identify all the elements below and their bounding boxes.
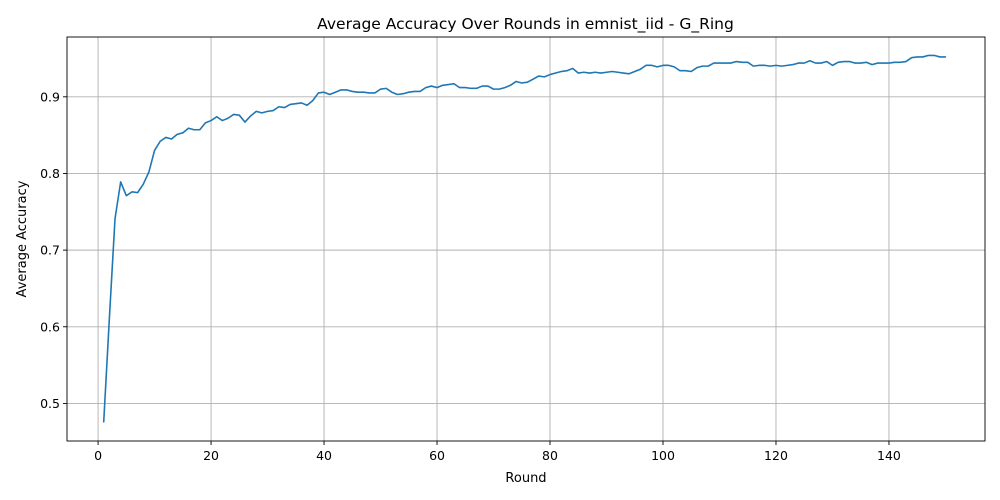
- y-tick-label: 0.7: [40, 243, 60, 258]
- y-tick-label: 0.8: [40, 166, 60, 181]
- x-tick-label: 20: [203, 448, 219, 463]
- x-axis-label: Round: [505, 471, 546, 486]
- x-axis-ticks: 0 20 40 60 80 100 120 140: [94, 441, 901, 463]
- y-tick-label: 0.9: [40, 89, 60, 104]
- y-tick-label: 0.6: [40, 319, 60, 334]
- x-tick-label: 120: [764, 448, 788, 463]
- plot-frame: [66, 36, 986, 442]
- chart-title: Average Accuracy Over Rounds in emnist_i…: [317, 15, 734, 34]
- x-tick-label: 60: [429, 448, 445, 463]
- series-group: [102, 54, 947, 423]
- x-tick-label: 140: [877, 448, 901, 463]
- grid: [67, 37, 985, 441]
- y-tick-label: 0.5: [40, 396, 60, 411]
- series-line-0: [102, 54, 947, 423]
- x-tick-label: 40: [316, 448, 332, 463]
- x-tick-label: 100: [651, 448, 675, 463]
- y-axis-ticks: 0.5 0.6 0.7 0.8 0.9: [40, 89, 67, 411]
- x-tick-label: 0: [94, 448, 102, 463]
- y-axis-label: Average Accuracy: [15, 180, 30, 297]
- x-tick-label: 80: [542, 448, 558, 463]
